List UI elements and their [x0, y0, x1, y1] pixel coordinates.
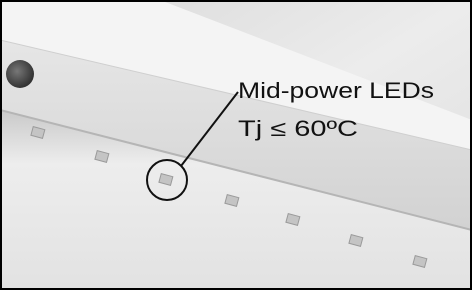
annotated-photo: Mid-power LEDs Tj ≤ 60ºC	[0, 0, 472, 290]
callout-text: Tj ≤ 60ºC	[238, 116, 358, 141]
screw	[6, 60, 34, 88]
callout-text: Mid-power LEDs	[238, 78, 434, 103]
photo	[0, 0, 472, 290]
